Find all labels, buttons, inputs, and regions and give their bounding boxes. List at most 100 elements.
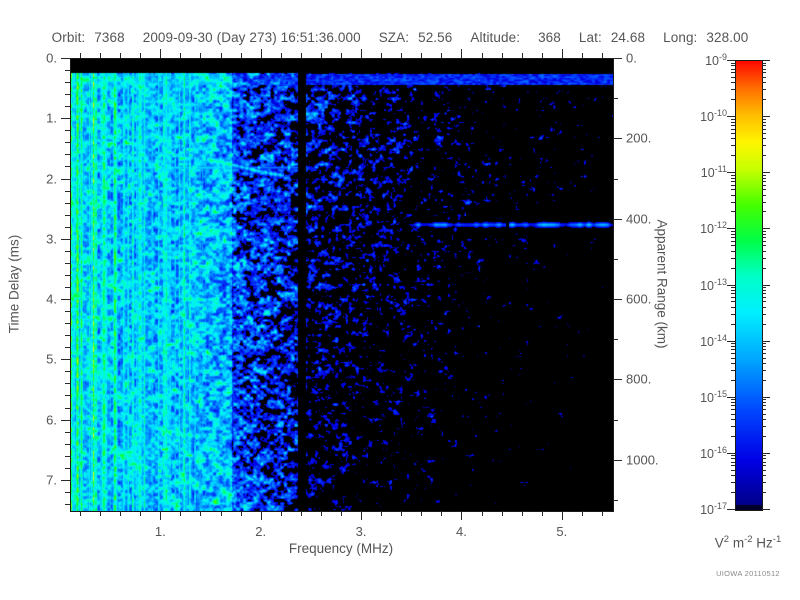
y-left-tick-label: 2. [46, 171, 57, 187]
y-right-tick-label: 800. [626, 371, 652, 387]
colorbar-minor-tick-left [731, 426, 735, 428]
colorbar-major-tick-right [762, 60, 770, 61]
colorbar-gradient [736, 61, 762, 510]
colorbar-major-tick-right [762, 396, 770, 398]
y-right-minor-tick [613, 178, 618, 180]
colorbar-major-tick-right [762, 228, 770, 230]
colorbar-minor-tick-right [762, 465, 766, 467]
x-top-major-tick [461, 49, 463, 58]
colorbar-minor-tick-right [762, 211, 766, 213]
y-right-major-tick [613, 459, 622, 461]
sza-label: SZA: [378, 30, 410, 45]
colorbar-minor-tick-left [731, 357, 735, 359]
y-left-minor-tick [65, 70, 70, 72]
y-left-major-tick [61, 479, 70, 481]
y-left-minor-tick [65, 371, 70, 373]
colorbar-minor-tick-right [762, 68, 766, 70]
colorbar-minor-tick-right [762, 379, 766, 381]
x-minor-tick [541, 511, 543, 516]
colorbar-minor-tick-left [731, 369, 735, 371]
colorbar-minor-tick-right [762, 184, 766, 186]
x-minor-tick [320, 511, 322, 516]
colorbar-minor-tick-left [731, 306, 735, 308]
x-major-tick [260, 511, 262, 520]
colorbar-minor-tick-right [762, 180, 766, 182]
y-left-minor-tick [65, 287, 70, 288]
colorbar-axis: 10-9 10-10 10-11 10-12 10-13 10-14 10-15 10-16 1… [660, 52, 735, 517]
x-minor-tick [100, 511, 102, 516]
colorbar-minor-tick-left [731, 201, 735, 203]
colorbar-minor-tick-right [762, 301, 766, 303]
colorbar-minor-tick-right [762, 230, 766, 232]
colorbar-minor-tick-right [762, 482, 766, 484]
y-left-minor-tick [65, 274, 70, 276]
y-left-minor-tick [65, 214, 70, 216]
colorbar-minor-tick-left [731, 230, 735, 232]
colorbar-minor-tick-right [762, 323, 766, 325]
y-left-minor-tick [65, 202, 70, 204]
colorbar-minor-tick-left [731, 313, 735, 315]
x-top-minor-tick [320, 53, 322, 58]
x-top-major-tick [160, 49, 162, 58]
y-right-major-tick [613, 379, 622, 381]
y-left-tick-label: 6. [46, 412, 57, 428]
y-left-minor-tick [65, 323, 70, 325]
colorbar-ticks [762, 60, 776, 510]
colorbar-minor-tick-right [762, 293, 766, 295]
colorbar-major-tick-left [727, 396, 735, 398]
y-left-major-tick [61, 118, 70, 120]
ionogram-plot-area [70, 58, 614, 512]
colorbar-minor-tick-right [762, 405, 766, 407]
orbit-label: Orbit: [51, 30, 86, 45]
x-top-major-tick [561, 49, 563, 58]
colorbar-minor-tick-right [762, 458, 766, 460]
colorbar-minor-tick-left [731, 458, 735, 460]
y-left-minor-tick [65, 311, 70, 313]
colorbar-minor-tick-left [731, 89, 735, 91]
colorbar-minor-tick-right [762, 419, 766, 421]
x-top-minor-tick [120, 53, 122, 58]
colorbar-minor-tick-left [731, 180, 735, 182]
colorbar-minor-tick-right [762, 82, 766, 84]
colorbar-minor-tick-right [762, 65, 766, 67]
colorbar-minor-tick-left [731, 455, 735, 457]
colorbar-minor-tick-right [762, 257, 766, 259]
x-top-minor-tick [541, 53, 543, 58]
x-minor-tick [140, 511, 142, 516]
x-top-minor-tick [501, 53, 503, 58]
y-left-minor-tick [65, 407, 70, 409]
colorbar-tick-label: 10-10 [700, 108, 727, 125]
colorbar-minor-tick-right [762, 369, 766, 371]
colorbar-minor-tick-right [762, 426, 766, 428]
y-left-major-tick [61, 299, 70, 301]
colorbar-minor-tick-right [762, 76, 766, 78]
y-left-minor-tick [65, 130, 70, 132]
y-left-minor-tick [65, 503, 70, 505]
x-minor-tick [481, 511, 483, 516]
colorbar-major-tick-left [727, 509, 735, 510]
x-major-tick [160, 511, 162, 520]
colorbar-minor-tick-right [762, 250, 766, 252]
colorbar-minor-tick-right [762, 194, 766, 196]
colorbar-minor-tick-left [731, 233, 735, 235]
colorbar-tick-label: 10-16 [700, 444, 727, 461]
x-top-major-tick [361, 49, 363, 58]
colorbar-minor-tick-left [731, 237, 735, 239]
colorbar-minor-tick-right [762, 201, 766, 203]
colorbar-minor-tick-right [762, 287, 766, 289]
x-minor-tick [180, 511, 182, 516]
colorbar-minor-tick-left [731, 405, 735, 407]
colorbar-minor-tick-right [762, 62, 766, 64]
x-minor-tick [381, 511, 383, 516]
y-right-tick-label: 400. [626, 211, 652, 227]
colorbar-minor-tick-right [762, 99, 766, 101]
header-title-bar: Orbit: 7368 2009-09-30 (Day 273) 16:51:36.… [0, 30, 800, 45]
y-right-major-tick [613, 218, 622, 220]
x-minor-tick [120, 511, 122, 516]
y-left-minor-tick [65, 347, 70, 349]
x-tick-label: 1. [154, 524, 166, 539]
colorbar-minor-tick-left [731, 409, 735, 411]
y-left-minor-tick [65, 154, 70, 156]
colorbar-tick-label: 10-17 [700, 500, 727, 518]
x-top-minor-tick [300, 53, 302, 58]
